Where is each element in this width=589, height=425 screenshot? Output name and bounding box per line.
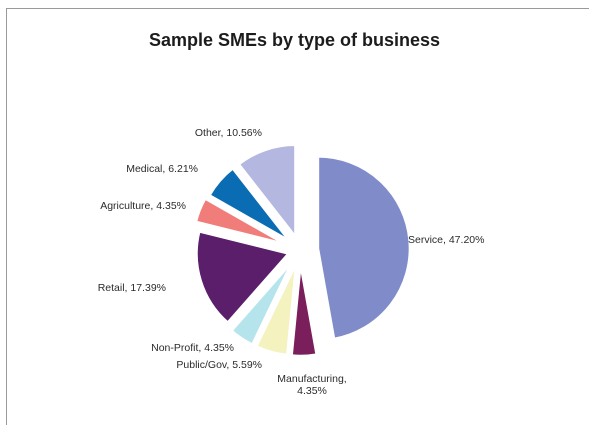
frame-border-top	[6, 8, 589, 9]
slice-label-public-gov: Public/Gov, 5.59%	[176, 359, 262, 371]
slice-label-manufacturing: Manufacturing,	[277, 373, 346, 385]
slice-label-service: Service, 47.20%	[408, 234, 484, 246]
slice-label-agriculture: Agriculture, 4.35%	[100, 200, 186, 212]
frame-border-left	[6, 8, 7, 425]
pie-slice-other	[237, 143, 297, 241]
slice-label-manufacturing-line2: 4.35%	[297, 385, 327, 397]
pie-slice-agriculture	[194, 196, 286, 246]
slice-label-other: Other, 10.56%	[195, 127, 262, 139]
slice-label-medical: Medical, 6.21%	[126, 163, 198, 175]
slice-label-non-profit: Non-Profit, 4.35%	[151, 342, 234, 354]
pie-slice-medical	[207, 166, 291, 242]
pie-slice-manufacturing	[290, 263, 319, 358]
chart-title: Sample SMEs by type of business	[148, 30, 441, 50]
slice-label-retail: Retail, 17.39%	[98, 282, 166, 294]
pie-slice-service	[316, 155, 412, 341]
pie-slice-non-profit	[229, 260, 294, 347]
pie-slice-retail	[195, 229, 291, 325]
pie-slice-public-gov	[254, 262, 298, 357]
